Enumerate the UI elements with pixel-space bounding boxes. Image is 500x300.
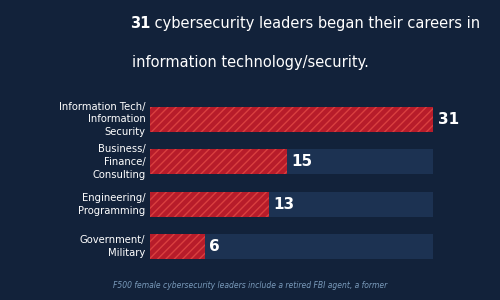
Text: 15: 15 [292, 154, 313, 169]
Text: 31: 31 [438, 112, 459, 127]
FancyBboxPatch shape [150, 107, 434, 132]
Text: 6: 6 [210, 239, 220, 254]
Text: information technology/security.: information technology/security. [132, 55, 368, 70]
Text: cybersecurity leaders began their careers in: cybersecurity leaders began their career… [150, 16, 480, 31]
FancyBboxPatch shape [150, 234, 434, 259]
FancyBboxPatch shape [150, 192, 269, 217]
Text: F500 female cybersecurity leaders include a retired FBI agent, a former: F500 female cybersecurity leaders includ… [113, 281, 387, 290]
Text: Engineering/
Programming: Engineering/ Programming [78, 193, 146, 216]
FancyBboxPatch shape [150, 149, 434, 174]
FancyBboxPatch shape [150, 107, 434, 132]
Text: 13: 13 [274, 197, 294, 212]
Text: Information Tech/
Information
Security: Information Tech/ Information Security [59, 101, 146, 137]
FancyBboxPatch shape [150, 234, 205, 259]
Text: Government/
Military: Government/ Military [80, 235, 146, 258]
FancyBboxPatch shape [150, 192, 434, 217]
FancyBboxPatch shape [150, 149, 287, 174]
Text: Business/
Finance/
Consulting: Business/ Finance/ Consulting [92, 144, 146, 180]
Text: 31: 31 [130, 16, 150, 31]
